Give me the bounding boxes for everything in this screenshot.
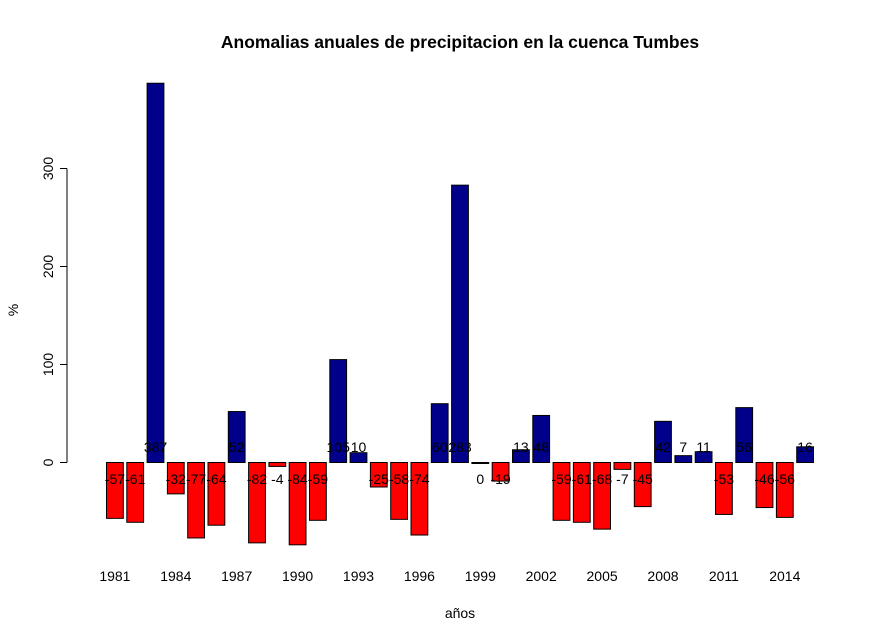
bar (166, 462, 185, 495)
bar (593, 462, 612, 530)
x-tick-labels-group: 1981 1984 1987 1990 1993 1996 1999 2002 2005 2008… (99, 568, 800, 584)
bar (126, 462, 145, 523)
bar (410, 462, 429, 536)
bar (146, 82, 165, 464)
bar (532, 414, 551, 463)
bar (572, 462, 591, 523)
x-tick-label: 2014 (769, 568, 800, 584)
bar-value-label: 60 (432, 439, 448, 455)
bar (430, 403, 449, 464)
bar (288, 462, 307, 546)
bar (309, 462, 327, 521)
bar (775, 462, 794, 518)
bar (755, 462, 774, 509)
bar-value-label: -58 (389, 471, 409, 487)
bar (694, 451, 713, 464)
bar (796, 446, 815, 464)
x-tick-label: 1990 (282, 568, 313, 584)
bar-value-label: -46 (754, 471, 774, 487)
bar-value-label: -25 (369, 471, 389, 487)
bar-value-label: -59 (308, 471, 328, 487)
x-tick-label: 1981 (99, 568, 130, 584)
bar-value-label: -61 (572, 471, 592, 487)
x-tick-label: 1999 (465, 568, 496, 584)
bar-value-label: 283 (448, 439, 472, 455)
bar-value-label: -56 (775, 471, 795, 487)
bar (248, 462, 266, 544)
bar-value-label: -45 (633, 471, 653, 487)
bar-value-label: -57 (105, 471, 125, 487)
bar (491, 462, 510, 482)
bar (512, 449, 530, 464)
bar (654, 420, 672, 463)
bar (329, 359, 348, 464)
bar-value-label: 11 (696, 439, 711, 455)
x-axis-label: años (445, 605, 475, 621)
bar-value-label: 105 (327, 439, 351, 455)
y-tick-label: 100 (40, 353, 56, 377)
bar-value-label: 387 (144, 439, 168, 455)
bar-value-label: -64 (206, 471, 226, 487)
x-tick-label: 1993 (343, 568, 374, 584)
y-axis-label: % (5, 304, 21, 316)
bar (187, 462, 205, 539)
bar-value-label: -19 (490, 471, 510, 487)
x-tick-label: 1996 (404, 568, 435, 584)
bar (369, 462, 388, 488)
bar-value-label: 7 (679, 439, 687, 455)
bar (349, 452, 368, 464)
bar (207, 462, 226, 526)
bar-value-label: 42 (655, 439, 671, 455)
bar (735, 407, 754, 463)
bar-value-label: -68 (592, 471, 612, 487)
bar-value-label: 52 (229, 439, 245, 455)
y-tick-label: 200 (40, 255, 56, 279)
bar (633, 462, 652, 508)
bar (674, 455, 693, 464)
x-tick-label: 1987 (221, 568, 252, 584)
bar (715, 462, 733, 515)
bar-value-label: -84 (287, 471, 307, 487)
bar (227, 411, 246, 464)
bar-value-label: -74 (409, 471, 429, 487)
bar-value-label: -4 (271, 471, 284, 487)
x-tick-label: 2008 (647, 568, 678, 584)
bar-value-label: -53 (714, 471, 734, 487)
bar (471, 462, 490, 464)
bar-value-label: -7 (616, 471, 629, 487)
bar (613, 462, 632, 470)
x-tick-label: 2011 (709, 568, 739, 584)
bar (552, 462, 571, 521)
bar-value-label: 16 (797, 439, 813, 455)
y-tick-label: 300 (40, 157, 56, 181)
bars-group (106, 82, 815, 546)
bar-value-label: 48 (533, 439, 549, 455)
chart-title: Anomalias anuales de precipitacion en la… (221, 32, 699, 52)
bar-value-label: 13 (513, 439, 529, 455)
bar-value-label: -61 (125, 471, 145, 487)
bar-value-label: -59 (551, 471, 571, 487)
bar-value-label: 10 (351, 439, 367, 455)
bar (390, 462, 409, 520)
x-tick-label: 1984 (160, 568, 191, 584)
bar (268, 462, 287, 467)
bar-value-label: 0 (476, 471, 484, 487)
y-tick-label: 0 (40, 458, 56, 466)
x-tick-label: 2005 (587, 568, 618, 584)
x-tick-label: 2002 (526, 568, 557, 584)
bar (106, 462, 124, 519)
bar-value-label: 56 (736, 439, 752, 455)
bar-value-label: -82 (247, 471, 267, 487)
bar (451, 184, 469, 463)
y-axis: 0 100 200 300 (40, 157, 68, 466)
bar-value-label: -32 (166, 471, 186, 487)
bar-value-label: -77 (186, 471, 206, 487)
